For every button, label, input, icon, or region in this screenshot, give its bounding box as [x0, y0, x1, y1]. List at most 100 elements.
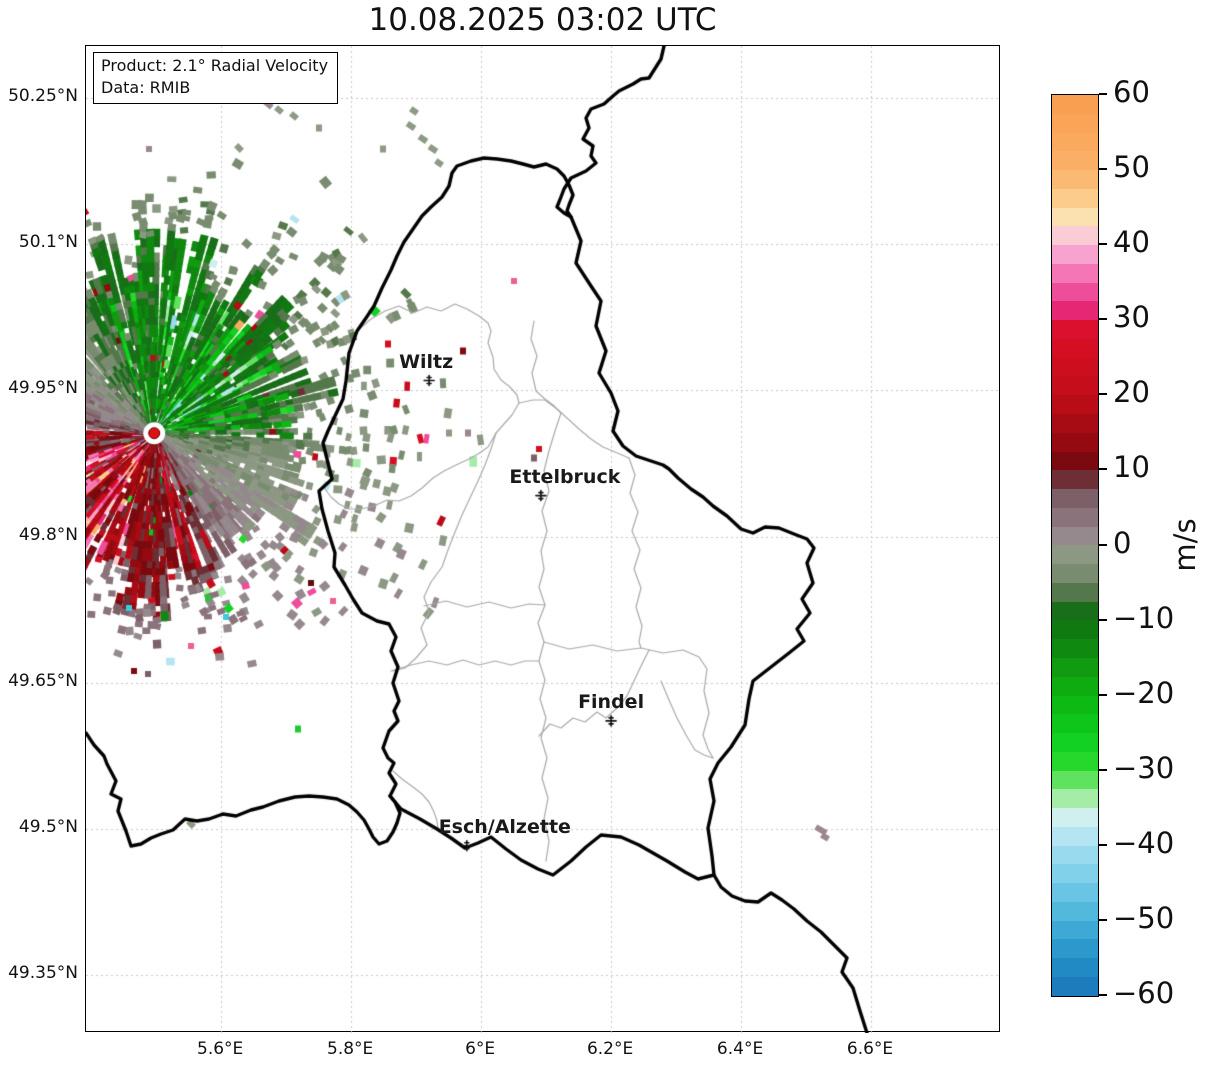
colorbar-band [1052, 770, 1098, 790]
colorbar-band [1052, 620, 1098, 640]
colorbar-band [1052, 939, 1098, 959]
colorbar-band [1052, 676, 1098, 696]
x-tick-label: 5.6°E [197, 1039, 244, 1059]
y-tick-label: 50.25°N [8, 85, 78, 106]
colorbar-band [1052, 601, 1098, 621]
y-tick-label: 50.1°N [18, 231, 78, 252]
x-tick-label: 5.8°E [327, 1039, 374, 1059]
city-label-esch-alzette: Esch/Alzette [438, 815, 571, 838]
colorbar-tick-mark [1099, 468, 1107, 471]
colorbar-band [1052, 826, 1098, 846]
colorbar-band [1052, 545, 1098, 565]
colorbar-band [1052, 282, 1098, 302]
colorbar-band [1052, 526, 1098, 546]
colorbar-tick-mark [1099, 168, 1107, 171]
colorbar-band [1052, 901, 1098, 921]
colorbar-band [1052, 920, 1098, 940]
colorbar-band [1052, 414, 1098, 433]
colorbar-band [1052, 188, 1098, 208]
colorbar-band [1052, 714, 1098, 734]
colorbar-tick-label: −10 [1113, 600, 1175, 635]
colorbar-band [1052, 470, 1098, 490]
colorbar-band [1052, 207, 1098, 227]
y-tick-label: 49.5°N [18, 817, 78, 838]
colorbar-band [1052, 320, 1098, 339]
colorbar-band [1052, 95, 1098, 114]
colorbar-tick-mark [1099, 918, 1107, 921]
colorbar-band [1052, 489, 1098, 508]
colorbar-band [1052, 582, 1098, 602]
y-tick-label: 49.95°N [8, 378, 78, 399]
map-canvas [86, 46, 1001, 1033]
colorbar-tick-label: 50 [1113, 150, 1150, 185]
colorbar-tick-label: 20 [1113, 375, 1150, 410]
data-source-line: Data: RMIB [101, 78, 191, 97]
colorbar-tick-mark [1099, 318, 1107, 321]
colorbar-band [1052, 808, 1098, 827]
colorbar-band [1052, 151, 1098, 171]
colorbar-tick-mark [1099, 93, 1107, 95]
y-tick-label: 49.35°N [8, 963, 78, 984]
colorbar-band [1052, 132, 1098, 152]
colorbar-tick-label: 0 [1113, 525, 1132, 560]
colorbar-band [1052, 338, 1098, 358]
colorbar-tick-mark [1099, 994, 1107, 996]
colorbar-tick-label: −20 [1113, 675, 1175, 710]
colorbar-tick-label: 60 [1113, 75, 1150, 109]
colorbar-tick-mark [1099, 843, 1107, 846]
colorbar-band [1052, 245, 1098, 264]
colorbar-band [1052, 864, 1098, 884]
colorbar-band [1052, 695, 1098, 715]
x-tick-label: 6.4°E [716, 1039, 764, 1059]
colorbar-band [1052, 263, 1098, 283]
colorbar-tick-label: −30 [1113, 750, 1175, 785]
colorbar-band [1052, 976, 1098, 996]
colorbar-band [1052, 357, 1098, 377]
colorbar-tick-mark [1099, 243, 1107, 246]
colorbar-band [1052, 845, 1098, 865]
colorbar-tick-label: −40 [1113, 825, 1175, 860]
colorbar-tick-mark [1099, 693, 1107, 696]
colorbar-tick-label: −50 [1113, 900, 1175, 935]
colorbar-band [1052, 958, 1098, 977]
colorbar-band [1052, 301, 1098, 321]
colorbar-tick-label: 40 [1113, 225, 1150, 260]
city-label-wiltz: Wiltz [399, 350, 454, 373]
product-info-line: Product: 2.1° Radial Velocity [101, 56, 329, 75]
colorbar-band [1052, 170, 1098, 189]
colorbar [1051, 94, 1099, 997]
colorbar-tick-label: −60 [1113, 976, 1175, 1010]
colorbar-band [1052, 789, 1098, 809]
product-info-box: Product: 2.1° Radial Velocity Data: RMIB [93, 52, 339, 104]
city-label-ettelbruck: Ettelbruck [509, 465, 621, 488]
colorbar-tick-mark [1099, 768, 1107, 771]
colorbar-band [1052, 376, 1098, 396]
colorbar-band [1052, 395, 1098, 415]
colorbar-band [1052, 733, 1098, 752]
colorbar-band [1052, 113, 1098, 133]
colorbar-units-label: m/s [1168, 517, 1202, 572]
map-plot-area: Product: 2.1° Radial Velocity Data: RMIB… [85, 45, 1001, 1033]
colorbar-tick-mark [1099, 618, 1107, 621]
colorbar-band [1052, 751, 1098, 771]
colorbar-band [1052, 639, 1098, 658]
colorbar-tick-label: 10 [1113, 450, 1150, 485]
city-label-findel: Findel [578, 690, 645, 713]
figure-title: 10.08.2025 03:02 UTC [368, 2, 717, 38]
colorbar-band [1052, 432, 1098, 452]
colorbar-segments [1052, 95, 1098, 996]
colorbar-tick-label: 30 [1113, 300, 1150, 335]
colorbar-band [1052, 657, 1098, 677]
y-tick-label: 49.65°N [8, 670, 78, 691]
colorbar-tick-mark [1099, 543, 1107, 546]
colorbar-band [1052, 451, 1098, 471]
x-tick-label: 6.2°E [586, 1039, 634, 1059]
colorbar-tick-mark [1099, 393, 1107, 396]
colorbar-band [1052, 507, 1098, 527]
colorbar-band [1052, 226, 1098, 246]
colorbar-band [1052, 564, 1098, 583]
x-tick-label: 6°E [465, 1039, 496, 1059]
y-tick-label: 49.8°N [18, 524, 78, 545]
x-tick-label: 6.6°E [846, 1039, 894, 1059]
